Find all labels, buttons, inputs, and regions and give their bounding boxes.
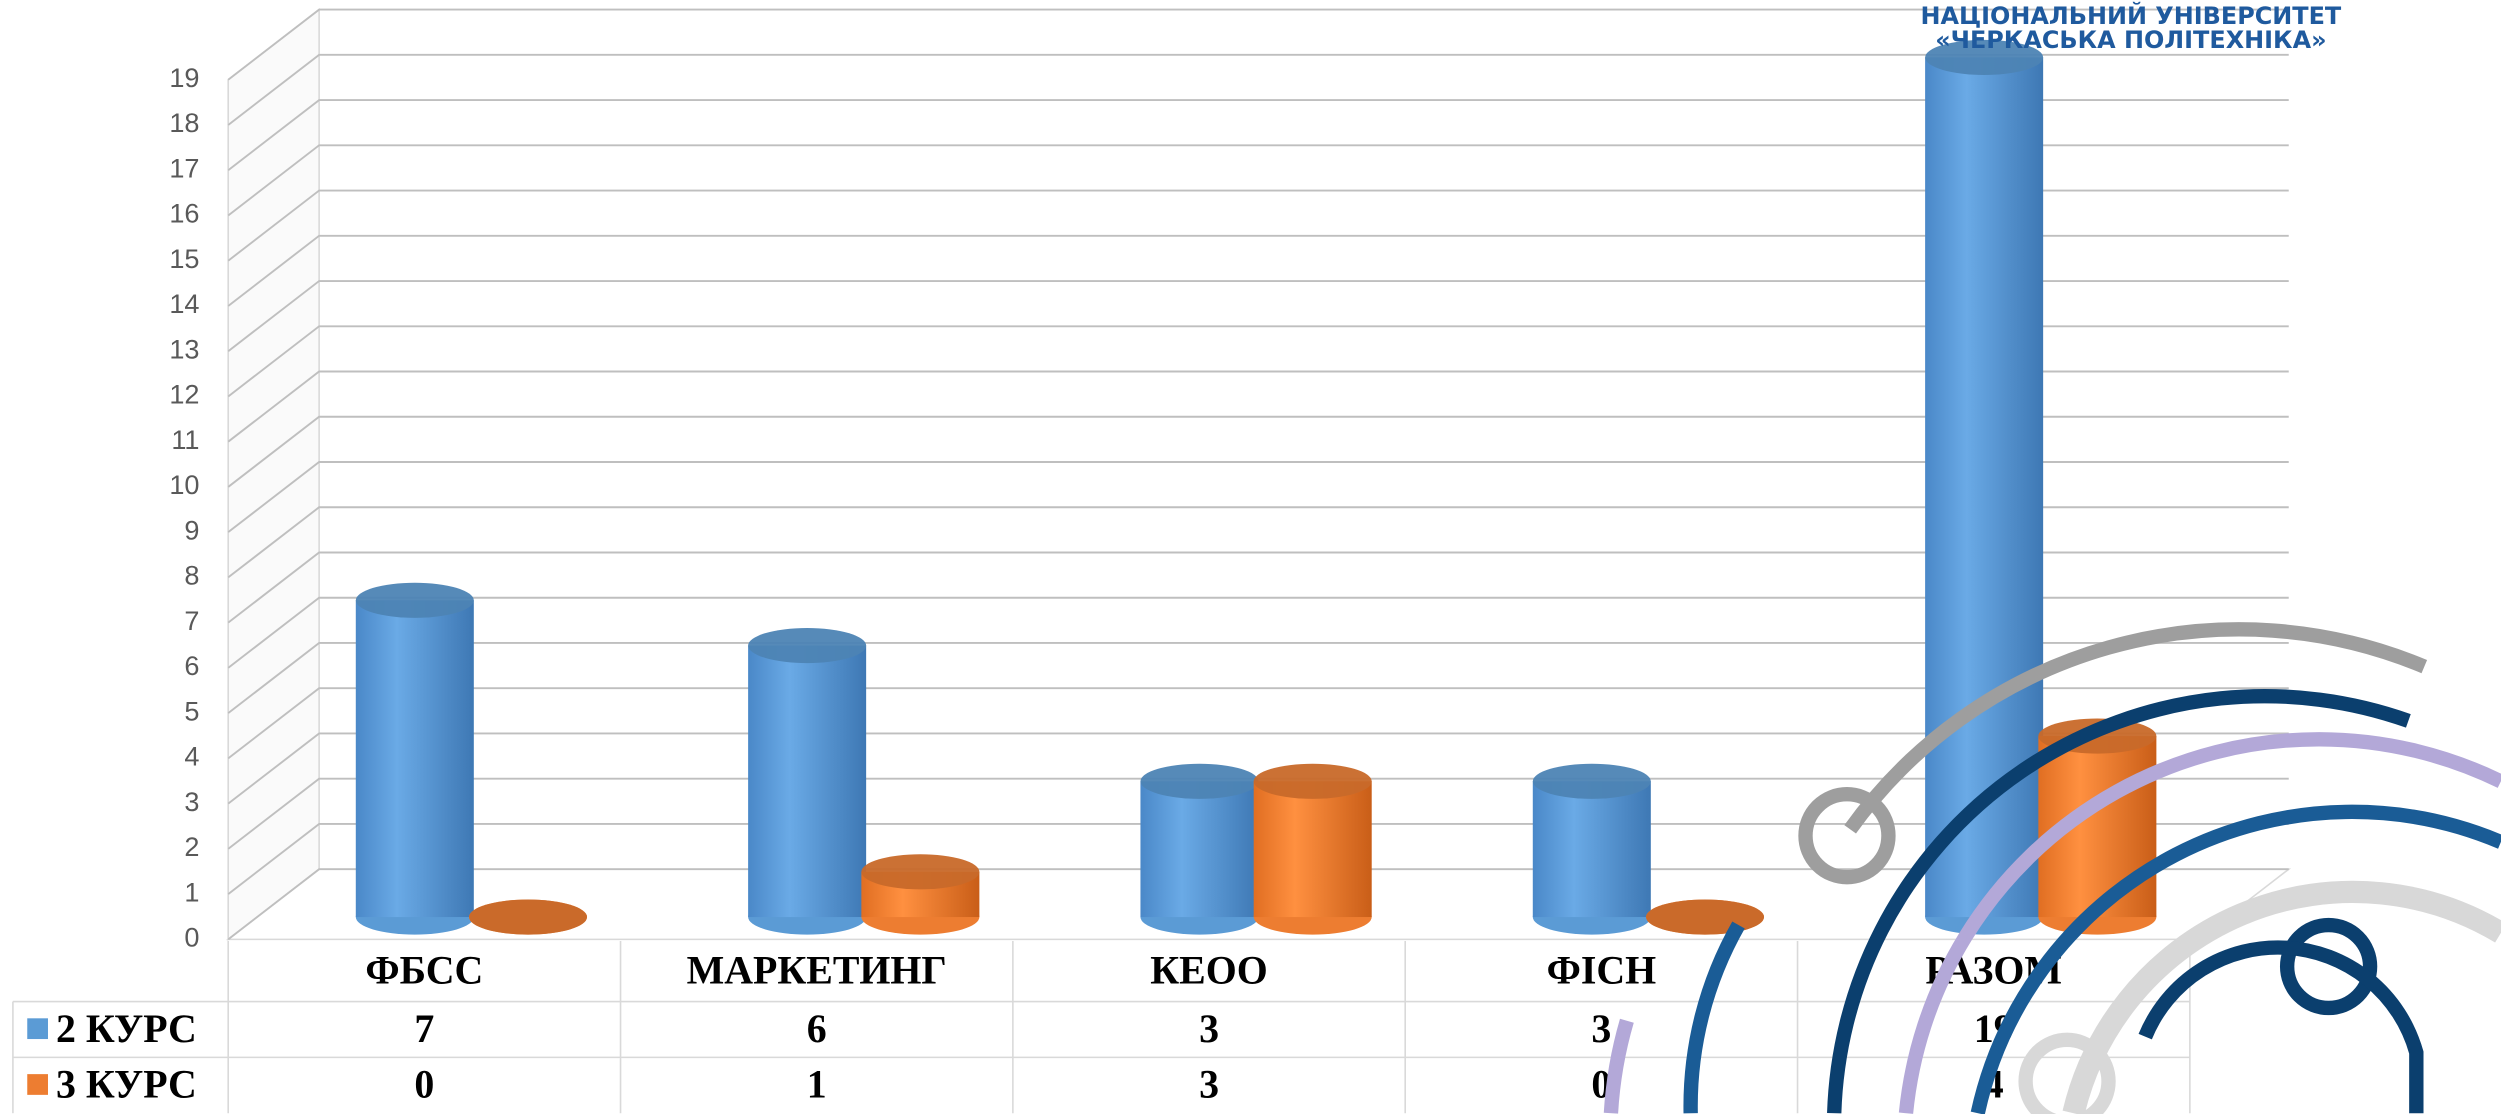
bar [748,628,867,935]
y-tick-label: 18 [169,107,199,138]
bar-body [1925,57,2044,918]
table-value: 0 [414,1062,434,1107]
grid-line [227,551,2289,624]
grid-line [227,189,2289,262]
bar [1253,763,1372,935]
y-tick-label: 6 [184,650,199,681]
y-tick-label: 0 [184,922,199,953]
bar-top [1925,39,2044,75]
table-value: 1 [807,1062,827,1107]
table-value: 6 [807,1006,827,1051]
legend-swatch [27,1018,48,1040]
y-tick-label: 16 [169,198,199,229]
y-tick-label: 2 [184,831,199,862]
table-value: 7 [414,1006,434,1051]
logo-line: «ЧЕРКАСЬКА ПОЛІТЕХНІКА» [1935,26,2326,54]
y-tick-label: 9 [184,514,199,545]
legend-label: 2 КУРС [56,1006,197,1051]
grid-line [227,415,2289,488]
decoration [1603,622,2501,1114]
grid-line [227,99,2289,171]
legend-label: 3 КУРС [56,1062,197,1107]
logo-line: НАЦІОНАЛЬНИЙ УНІВЕРСИТЕТ [1920,1,2341,30]
bar-body [355,600,474,918]
bar-body [1253,781,1372,918]
y-tick-label: 19 [169,62,199,93]
bar-top [469,899,588,935]
y-tick-label: 7 [184,605,199,636]
table-value: 3 [1591,1006,1611,1051]
bar [355,582,474,935]
y-tick-label: 8 [184,560,199,591]
y-tick-label: 1 [184,876,199,907]
bar-top [355,582,474,618]
grid-line [227,687,2289,760]
y-tick-label: 11 [171,424,199,455]
grid-line [227,234,2289,307]
bar [861,854,980,935]
table-value: 3 [1199,1062,1219,1107]
y-tick-label: 12 [169,379,199,410]
y-tick-label: 5 [184,695,199,726]
grid-line [227,370,2289,443]
grid-line [227,642,2289,714]
grid-line [227,53,2289,126]
grid-line [227,144,2289,217]
bar-top [1253,763,1372,799]
bar [1646,899,1765,935]
grid-line [227,596,2289,669]
grid-line [227,325,2289,398]
legend-swatch [27,1074,48,1095]
bar-body [1140,781,1259,918]
back-wall [227,7,320,941]
y-tick-label: 10 [169,469,199,500]
x-tick-label: ФБСС [365,948,483,993]
grid-line [227,8,2289,81]
y-tick-label: 3 [184,786,199,817]
bar [1140,763,1259,935]
x-tick-label: КЕОО [1150,948,1267,993]
bar-body [1532,781,1651,918]
bar-top [1532,763,1651,799]
table-value: 3 [1199,1006,1219,1051]
y-tick-label: 14 [169,288,199,319]
bar [469,899,588,935]
y-tick-label: 4 [184,741,199,772]
y-tick-label: 13 [169,333,199,364]
grid-line [227,280,2289,352]
x-tick-label: МАРКЕТИНГ [687,948,947,993]
x-tick-label: ФІСН [1547,948,1657,993]
grid-line [227,461,2289,533]
bar-body [748,645,867,918]
bar [1532,763,1651,935]
grid-line [227,506,2289,579]
y-tick-label: 15 [169,243,199,274]
bar-top [748,628,867,664]
bar-top [1646,899,1765,935]
bar-top [861,854,980,890]
y-tick-label: 17 [169,152,199,183]
grid-line [227,732,2289,805]
bar-top [1140,763,1259,799]
